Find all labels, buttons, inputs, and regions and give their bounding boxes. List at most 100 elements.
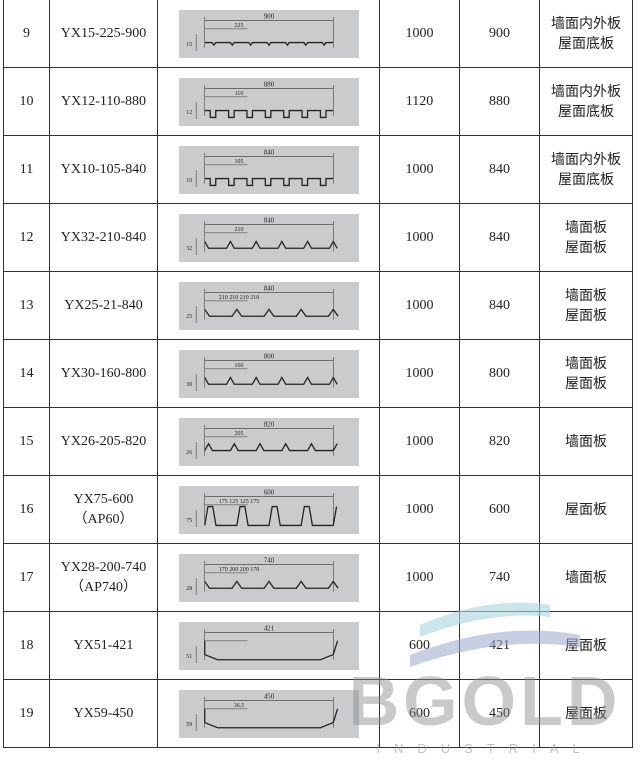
profile-drawing: 740 170 200 200 170 28 [178,553,359,602]
model-cell: YX28-200-740 （AP740） [49,543,158,612]
usage-line: 墙面内外板 [551,151,621,168]
model-cell: YX15-225-900 [49,0,158,68]
dimension-total-width: 840 [263,217,274,224]
usage-line: 屋面板 [565,637,607,654]
usage-line: 墙面板 [565,219,607,236]
usage-line: 屋面板 [565,705,607,722]
profile-drawing-cell: 840 105 10 [157,135,380,204]
dimension-height: 28 [186,586,192,592]
model-cell: YX25-21-840 [49,271,158,340]
width-cell: 1000 [379,407,460,476]
width-cell: 1000 [379,271,460,340]
usage-line: 墙面内外板 [551,83,621,100]
width-cell: 1000 [379,339,460,408]
dimension-height: 59 [186,722,192,728]
model-line: YX12-110-880 [60,93,147,109]
dimension-total-width: 740 [263,557,274,564]
model-cell: YX51-421 [49,611,158,680]
row-number: 19 [3,679,50,748]
dimension-height: 51 [186,654,192,660]
usage-line: 屋面底板 [558,35,614,52]
dimension-pitch: 170 200 200 170 [218,567,259,573]
model-cell: YX75-600 （AP60） [49,475,158,544]
usage-line: 墙面内外板 [551,15,621,32]
usage-line: 墙面板 [565,287,607,304]
table-row: 9 YX15-225-900 900 225 15 1000 900 墙面内外板 屋面底板 [3,0,633,68]
model-line: YX28-200-740 [60,559,147,575]
profile-drawing: 880 110 12 [178,77,359,126]
table-row: 16 YX75-600 （AP60） 600 175 125 125 175 75 100… [3,475,633,544]
table-row: 15 YX26-205-820 820 205 26 1000 820 墙面板 [3,407,633,476]
panel-spec-table: 9 YX15-225-900 900 225 15 1000 900 墙面内外板 屋面底板 10… [3,0,633,748]
row-number: 16 [3,475,50,544]
profile-drawing-cell: 600 175 125 125 175 75 [157,475,380,544]
dimension-height: 32 [186,246,192,252]
usage-line: 墙面板 [565,569,607,586]
row-number: 12 [3,203,50,272]
row-number: 15 [3,407,50,476]
dimension-height: 12 [186,110,192,116]
model-line: YX51-421 [73,637,134,653]
dimension-total-width: 600 [263,489,274,496]
usage-cell: 墙面板 屋面板 [539,339,633,408]
dimension-height: 26 [186,450,192,456]
width-cell: 1120 [379,67,460,136]
model-line: YX32-210-840 [60,229,147,245]
effective-width-cell: 421 [459,611,540,680]
model-line: YX15-225-900 [60,25,147,41]
model-line: YX30-160-800 [60,365,147,381]
profile-drawing: 421 51 [178,621,359,670]
width-cell: 1000 [379,0,460,68]
usage-cell: 墙面板 屋面板 [539,271,633,340]
dimension-pitch: 110 [234,91,243,97]
usage-cell: 屋面板 [539,475,633,544]
table-row: 13 YX25-21-840 840 210 210 210 210 25 1000 84… [3,271,633,340]
effective-width-cell: 450 [459,679,540,748]
dimension-total-width: 421 [263,625,274,632]
table-row: 18 YX51-421 421 51 600 421 屋面板 [3,611,633,680]
profile-drawing-cell: 740 170 200 200 170 28 [157,543,380,612]
width-cell: 1000 [379,543,460,612]
model-cell: YX32-210-840 [49,203,158,272]
dimension-pitch: 36.5 [233,703,244,709]
dimension-total-width: 800 [263,353,274,360]
profile-drawing-cell: 900 225 15 [157,0,380,68]
effective-width-cell: 880 [459,67,540,136]
usage-cell: 墙面板 [539,407,633,476]
table-row: 10 YX12-110-880 880 110 12 1120 880 墙面内外板 屋面底板 [3,67,633,136]
dimension-height: 75 [186,518,192,524]
width-cell: 1000 [379,203,460,272]
model-line: YX25-21-840 [64,297,143,313]
row-number: 13 [3,271,50,340]
dimension-pitch: 210 [234,227,243,233]
dimension-height: 15 [186,42,192,48]
dimension-total-width: 450 [263,693,274,700]
model-line: （AP740） [70,579,137,595]
profile-drawing-cell: 840 210 32 [157,203,380,272]
usage-line: 屋面板 [565,375,607,392]
model-line: YX26-205-820 [60,433,147,449]
row-number: 10 [3,67,50,136]
model-cell: YX26-205-820 [49,407,158,476]
effective-width-cell: 900 [459,0,540,68]
dimension-total-width: 840 [263,149,274,156]
row-number: 11 [3,135,50,204]
model-line: YX59-450 [73,705,134,721]
usage-cell: 屋面板 [539,679,633,748]
model-cell: YX59-450 [49,679,158,748]
effective-width-cell: 740 [459,543,540,612]
model-line: （AP60） [73,511,134,527]
effective-width-cell: 800 [459,339,540,408]
row-number: 14 [3,339,50,408]
width-cell: 600 [379,679,460,748]
usage-cell: 墙面内外板 屋面底板 [539,0,633,68]
table-row: 14 YX30-160-800 800 160 30 1000 800 墙面板 屋面板 [3,339,633,408]
usage-line: 屋面板 [565,501,607,518]
usage-cell: 墙面板 [539,543,633,612]
usage-line: 墙面板 [565,355,607,372]
table-row: 19 YX59-450 450 36.5 59 600 450 屋面板 [3,679,633,748]
usage-cell: 墙面内外板 屋面底板 [539,135,633,204]
dimension-total-width: 840 [263,285,274,292]
dimension-height: 30 [186,382,192,388]
model-cell: YX12-110-880 [49,67,158,136]
